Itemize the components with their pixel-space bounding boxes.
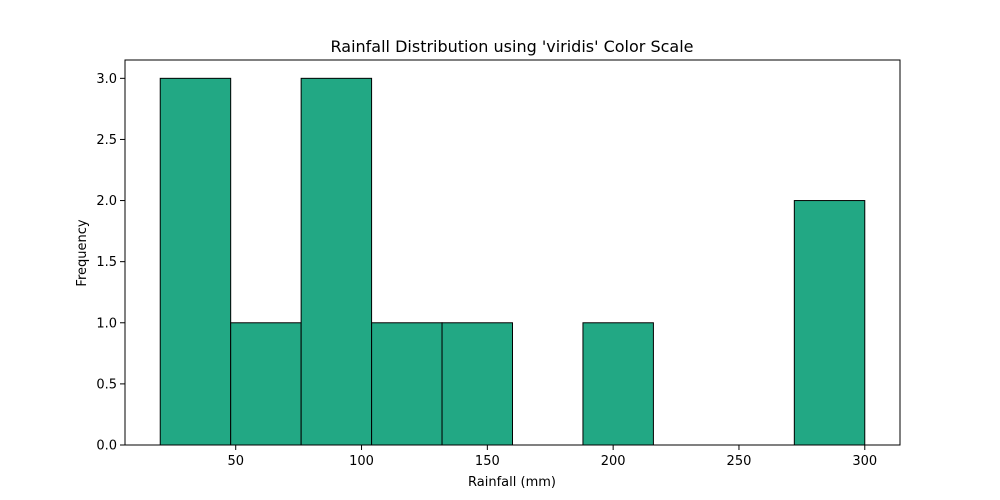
chart-title: Rainfall Distribution using 'viridis' Co… [331,37,694,56]
y-tick-label-3: 1.5 [96,255,117,270]
y-axis-label: Frequency [75,219,90,286]
y-tick-label-2: 1.0 [96,316,117,331]
histogram-bar-2 [300,77,373,446]
x-tick-label-5: 300 [852,454,877,469]
x-tick-label-0: 50 [227,454,244,469]
histogram-bar-0 [159,77,232,446]
y-axis-ticks: 0.0 0.5 1.0 1.5 2.0 2.5 3.0 [96,72,125,454]
histogram-bar-3 [371,322,443,446]
y-tick-label-4: 2.0 [96,194,117,209]
x-axis-label: Rainfall (mm) [468,475,556,490]
x-tick-label-4: 250 [727,454,752,469]
histogram-bar-1 [230,322,302,446]
plot-area-frame [124,59,901,446]
bars-layer [159,77,866,446]
y-tick-label-6: 3.0 [96,72,117,87]
y-tick-label-1: 0.5 [96,377,117,392]
histogram-bar-9 [793,200,866,446]
histogram-bar-4 [441,322,513,446]
x-tick-label-2: 150 [475,454,500,469]
histogram-bar-6 [582,322,654,446]
x-axis-ticks: 50 100 150 200 250 300 [227,445,877,469]
x-tick-label-1: 100 [349,454,374,469]
x-tick-label-3: 200 [601,454,626,469]
y-tick-label-0: 0.0 [96,439,117,454]
y-tick-label-5: 2.5 [96,133,117,148]
